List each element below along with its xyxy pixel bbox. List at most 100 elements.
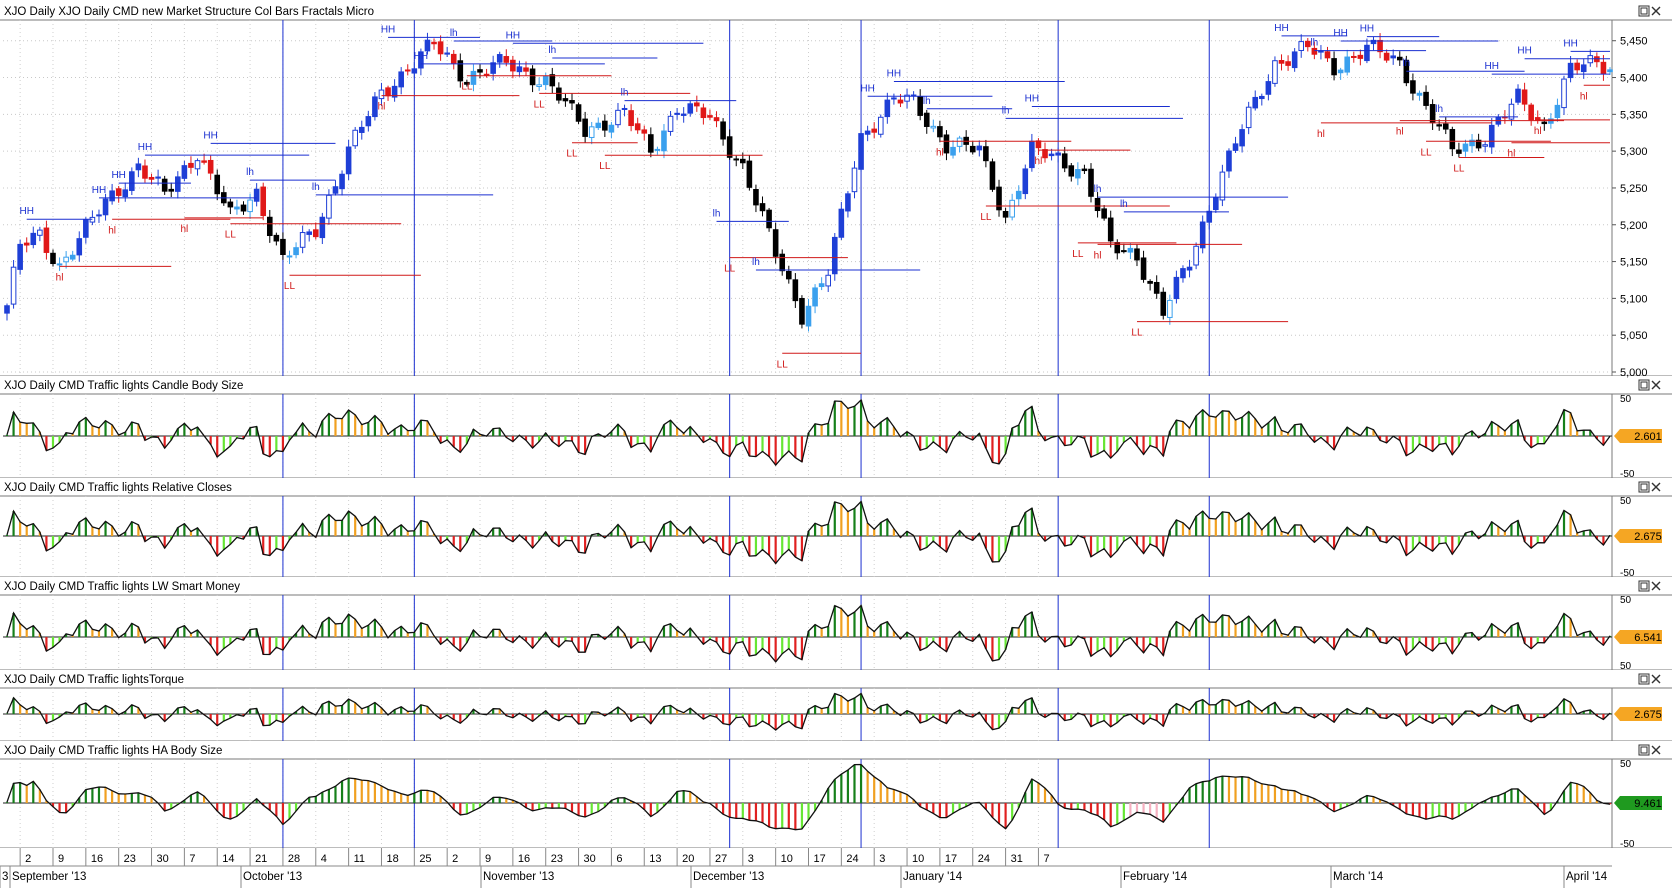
candle-body xyxy=(1561,78,1567,109)
candle-body xyxy=(628,110,634,127)
candle-body xyxy=(1331,58,1337,76)
indicator-tick-label: 50 xyxy=(1620,496,1632,507)
maximize-button[interactable] xyxy=(1638,673,1650,685)
candle-body xyxy=(858,133,864,170)
candle-body xyxy=(1167,299,1173,318)
candle-body xyxy=(851,167,858,193)
candle-body xyxy=(391,85,398,98)
swing-label: HH xyxy=(138,142,152,153)
swing-label: lh xyxy=(621,88,629,99)
candle-body xyxy=(1193,245,1199,266)
close-icon[interactable] xyxy=(1651,674,1661,684)
day-label: 16 xyxy=(518,853,530,865)
candle-body xyxy=(1410,80,1416,94)
candle-body xyxy=(1456,149,1462,154)
pane-buttons xyxy=(1638,5,1661,756)
candle-body xyxy=(1377,39,1383,53)
pane-title-bar xyxy=(0,376,1672,394)
swing-label: lh xyxy=(246,167,254,178)
swing-label: HH xyxy=(381,24,395,35)
candle-body xyxy=(424,39,431,52)
candle-body xyxy=(746,160,753,188)
value-badge-label: 2.675 xyxy=(1634,531,1662,543)
price-tick-label: 5,450 xyxy=(1620,36,1648,48)
candle-body xyxy=(641,129,648,134)
day-label: 30 xyxy=(584,853,596,865)
close-icon[interactable] xyxy=(1651,581,1661,591)
value-badge-label: 2.601 xyxy=(1634,431,1662,443)
maximize-icon xyxy=(1640,582,1648,590)
close-icon[interactable] xyxy=(1651,482,1661,492)
candle-body xyxy=(378,89,385,100)
candle-body xyxy=(864,130,871,135)
candle-body xyxy=(943,134,950,154)
maximize-button[interactable] xyxy=(1638,5,1650,17)
candle-body xyxy=(299,232,306,248)
maximize-button[interactable] xyxy=(1638,580,1650,592)
candle-body xyxy=(1213,197,1219,211)
candle-body xyxy=(1594,56,1600,63)
month-label: October '13 xyxy=(243,871,302,883)
day-label: 31 xyxy=(1011,853,1023,865)
date-axis-bg xyxy=(0,848,1672,888)
candle-body xyxy=(654,148,661,151)
swing-label: lh xyxy=(1094,184,1102,195)
candle-body xyxy=(1574,62,1580,71)
swing-label: HH xyxy=(506,30,520,41)
candle-body xyxy=(175,176,181,192)
swing-label: LL xyxy=(225,230,237,241)
candle-body xyxy=(1232,143,1239,151)
candle-body xyxy=(1278,60,1285,64)
swing-label: lh xyxy=(1310,38,1318,49)
swing-label: hl xyxy=(936,147,944,158)
maximize-button[interactable] xyxy=(1638,379,1650,391)
swing-label: HH xyxy=(1360,24,1374,35)
close-icon[interactable] xyxy=(1651,380,1661,390)
candle-body xyxy=(470,70,477,85)
candle-body xyxy=(1357,54,1364,59)
candle-body xyxy=(201,160,207,163)
price-tick-label: 5,250 xyxy=(1620,183,1648,195)
candle-body xyxy=(1259,95,1265,100)
indicator-line xyxy=(6,763,1611,831)
candle-body xyxy=(1153,281,1160,294)
candle-body xyxy=(759,203,766,212)
pane-title-bar xyxy=(0,478,1672,496)
candle-body xyxy=(1035,140,1042,149)
candle-body xyxy=(983,146,989,162)
candle-body xyxy=(1265,81,1272,95)
maximize-button[interactable] xyxy=(1638,744,1650,756)
candle-body xyxy=(50,252,56,265)
swing-label: LL xyxy=(1420,147,1432,158)
pane-title-bar xyxy=(0,577,1672,595)
maximize-button[interactable] xyxy=(1638,481,1650,493)
day-label: 24 xyxy=(978,853,990,865)
swing-label: HH xyxy=(1517,46,1531,57)
candle-body xyxy=(1350,55,1357,58)
candle-body xyxy=(1180,268,1186,279)
candle-body xyxy=(1173,276,1180,300)
candle-body xyxy=(1101,208,1107,219)
candle-body xyxy=(490,62,496,74)
candle-body xyxy=(884,99,891,118)
swing-label: HH xyxy=(860,83,874,94)
candle-body xyxy=(1370,39,1377,45)
day-label: 2 xyxy=(25,853,31,865)
candle-body xyxy=(1449,129,1456,150)
swing-label: HH xyxy=(414,51,428,62)
candle-body xyxy=(161,178,168,192)
candle-body xyxy=(1482,144,1488,147)
price-tick-label: 5,400 xyxy=(1620,73,1648,85)
candle-body xyxy=(740,158,746,164)
candle-body xyxy=(950,146,956,156)
close-icon[interactable] xyxy=(1651,6,1661,16)
swing-label: HH xyxy=(19,206,33,217)
day-label: 4 xyxy=(321,853,327,865)
indicator-line xyxy=(6,692,1611,731)
candle-body xyxy=(799,297,805,325)
candle-body xyxy=(332,186,339,194)
candle-body xyxy=(556,87,562,101)
candle-body xyxy=(214,174,221,195)
close-icon[interactable] xyxy=(1651,745,1661,755)
swing-label: hl xyxy=(108,225,116,236)
